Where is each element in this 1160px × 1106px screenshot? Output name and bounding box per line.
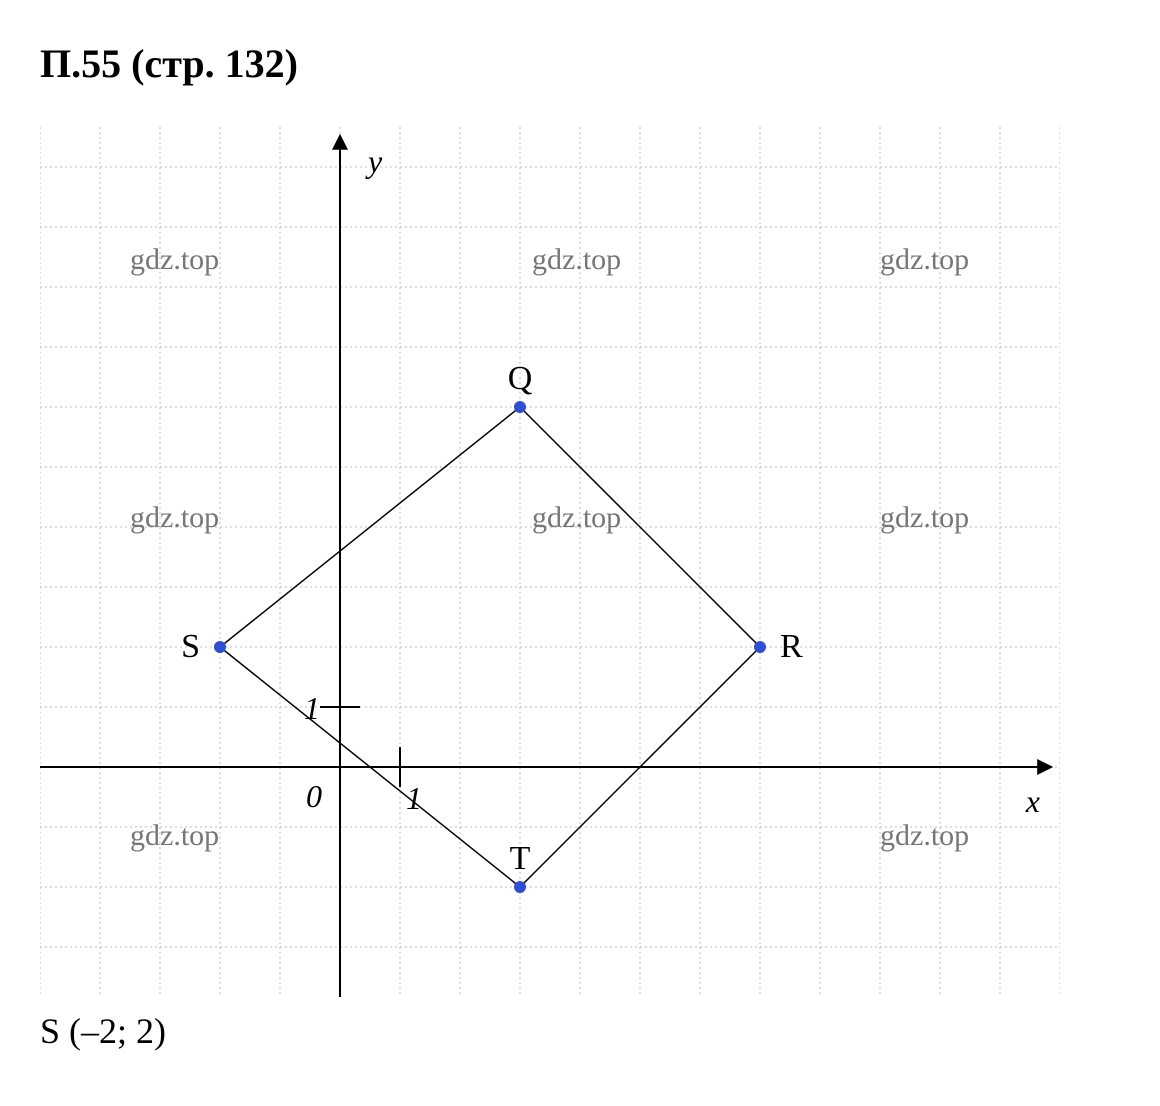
page-title: П.55 (стр. 132) <box>40 40 1120 87</box>
watermark-text: gdz.top <box>880 243 969 276</box>
watermark-text: gdz.top <box>880 501 969 534</box>
point-label-r: R <box>780 628 803 665</box>
origin-label: 0 <box>306 778 322 814</box>
answer-text: S (–2; 2) <box>40 1010 1120 1052</box>
watermark-text: gdz.top <box>130 501 219 534</box>
chart-svg: gdz.top gdz.top gdz.top gdz.top gdz.top gdz.t… <box>40 127 1060 997</box>
watermark-text: gdz.top <box>532 243 621 276</box>
point-label-q: Q <box>508 360 533 397</box>
watermark-text: gdz.top <box>130 243 219 276</box>
y-axis-label: y <box>365 143 383 179</box>
point-s <box>214 641 226 653</box>
coordinate-chart: gdz.top gdz.top gdz.top gdz.top gdz.top gdz.t… <box>40 127 1060 1002</box>
point-r <box>754 641 766 653</box>
watermark-text: gdz.top <box>130 819 219 852</box>
point-t <box>514 881 526 893</box>
point-label-s: S <box>181 628 200 665</box>
point-q <box>514 401 526 413</box>
point-label-t: T <box>510 840 531 877</box>
x-axis-label: x <box>1025 783 1040 819</box>
watermark-text: gdz.top <box>532 501 621 534</box>
watermark-text: gdz.top <box>880 819 969 852</box>
